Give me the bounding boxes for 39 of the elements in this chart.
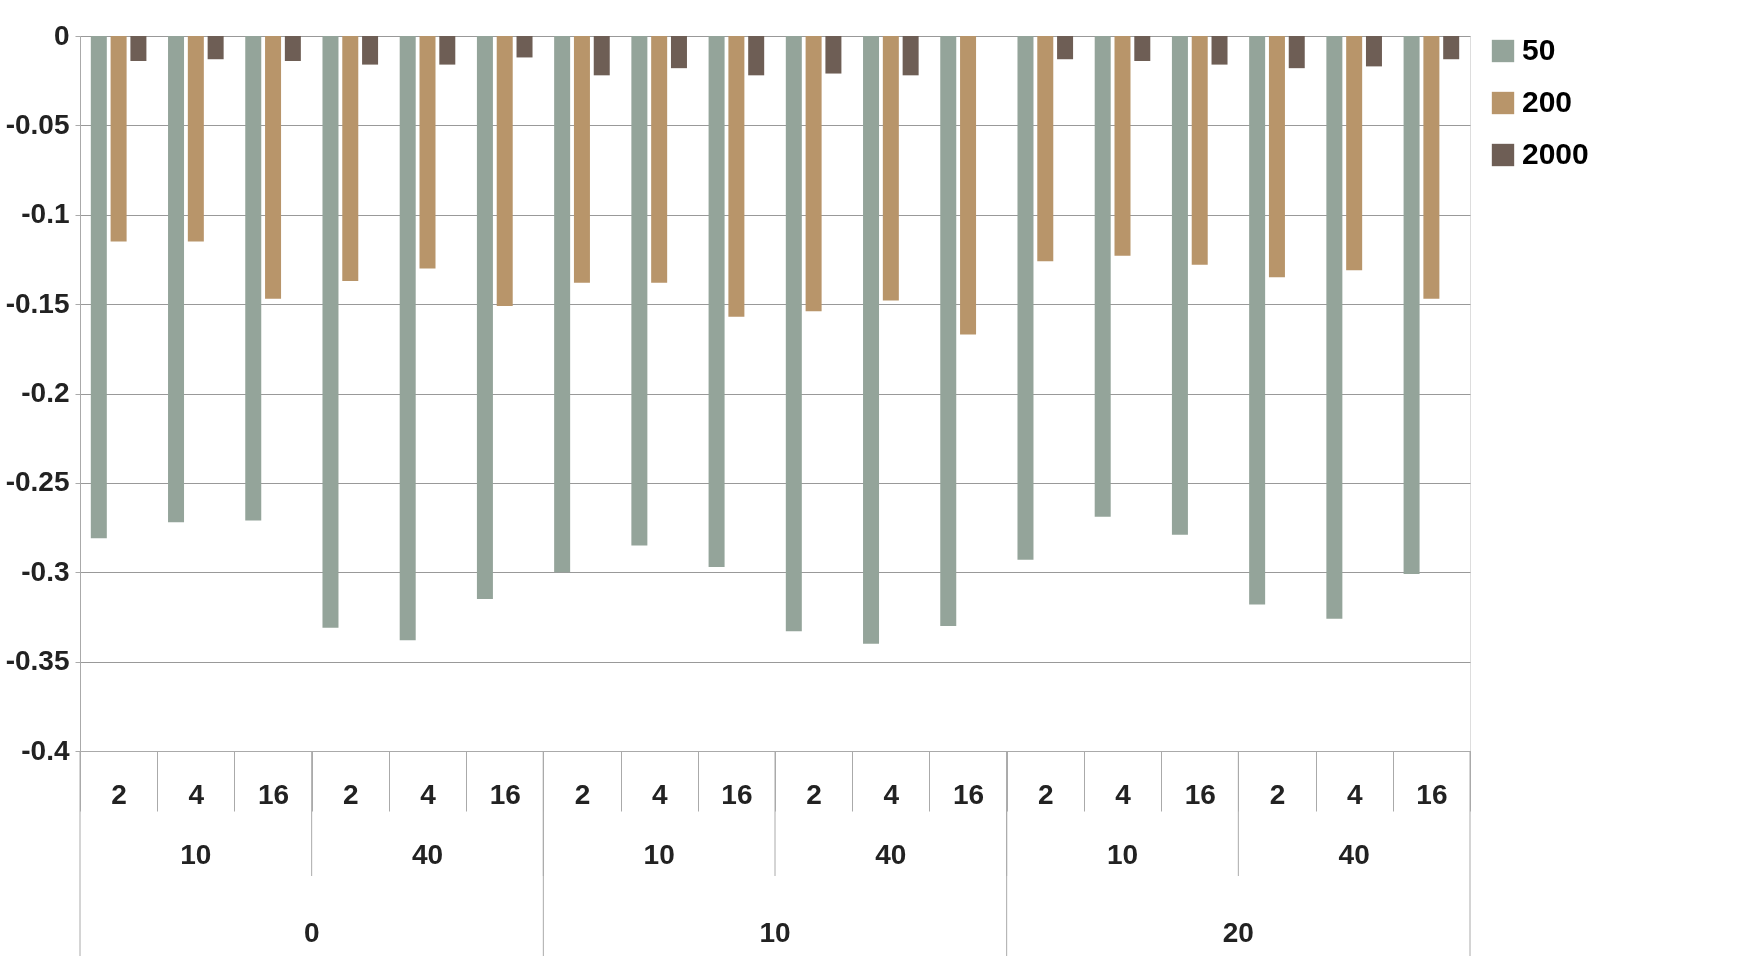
text: 10 xyxy=(180,839,212,870)
x-tick-label: 2 xyxy=(1269,778,1286,810)
x-tick-label: 2 xyxy=(342,778,359,810)
x-tick-label: 4 xyxy=(1346,778,1363,810)
legend-label: 50 xyxy=(1522,33,1556,66)
y-tick-label: -0.3 xyxy=(21,555,70,587)
y-tick-label: -0.25 xyxy=(5,466,70,498)
x-tick-label: 16 xyxy=(257,778,290,810)
x-tick-label: 2 xyxy=(1037,778,1054,810)
y-tick-label: -0.05 xyxy=(5,108,70,140)
text: 40 xyxy=(1338,839,1370,870)
text: 10 xyxy=(1106,839,1139,870)
y-tick-label: -0.2 xyxy=(21,377,70,408)
legend-label: 2000 xyxy=(1522,137,1589,170)
x-tick-label: 4 xyxy=(188,778,205,810)
x-tick-label: 2 xyxy=(574,778,591,810)
x-tick-label: 2 xyxy=(111,778,127,810)
x-tick-label: 16 xyxy=(1184,778,1216,810)
x-tick-label: 16 xyxy=(952,778,985,810)
text: 40 xyxy=(875,839,907,870)
text: 0 xyxy=(303,917,320,948)
x-tick-label: 16 xyxy=(489,778,521,810)
x-tick-label: 4 xyxy=(651,778,668,810)
y-tick-label: 0 xyxy=(53,19,70,51)
text: 20 xyxy=(1222,917,1254,948)
text: 40 xyxy=(411,839,444,870)
legend-label: 200 xyxy=(1522,85,1573,118)
x-tick-label: 4 xyxy=(883,778,900,810)
x-tick-label: 16 xyxy=(721,778,753,810)
text: 10 xyxy=(643,839,675,870)
x-tick-label: 4 xyxy=(1115,778,1132,810)
y-tick-label: -0.1 xyxy=(21,198,70,230)
y-tick-label: -0.35 xyxy=(5,645,70,677)
y-tick-label: -0.4 xyxy=(21,734,70,766)
x-tick-label: 4 xyxy=(420,778,437,810)
y-tick-label: -0.15 xyxy=(5,287,70,319)
x-tick-label: 2 xyxy=(806,778,822,810)
x-tick-label: 16 xyxy=(1416,778,1448,810)
text: 10 xyxy=(759,917,791,948)
